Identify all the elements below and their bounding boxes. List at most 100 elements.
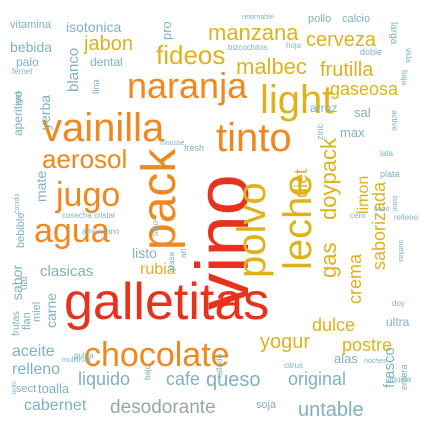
word-37: palo xyxy=(16,55,39,69)
word-10: agua xyxy=(34,212,110,250)
word-59: cero xyxy=(350,211,366,220)
word-51: mousse xyxy=(160,140,185,147)
word-56: zinc xyxy=(315,123,325,140)
word-60: active xyxy=(390,110,399,131)
word-88: alas xyxy=(334,351,358,366)
word-30: bebida xyxy=(10,39,53,55)
word-48: gel xyxy=(13,91,23,104)
word-24: frutilla xyxy=(320,59,374,81)
word-105: bajo xyxy=(143,364,152,380)
word-0: galletitas xyxy=(64,273,270,331)
word-41: doble xyxy=(360,47,383,57)
word-89: cabernet xyxy=(24,397,87,414)
word-81: relleno xyxy=(12,361,61,378)
word-20: postre xyxy=(342,335,393,355)
word-61: lata xyxy=(380,149,393,158)
word-15: malbec xyxy=(236,54,307,79)
word-46: blanco xyxy=(65,47,82,92)
word-106: liquida xyxy=(388,375,412,384)
word-92: untable xyxy=(298,399,364,421)
word-79: aceite xyxy=(12,343,55,360)
word-36: retornable xyxy=(242,14,274,21)
word-96: doy xyxy=(392,299,405,308)
word-18: crema xyxy=(345,253,365,304)
word-86: queso xyxy=(206,369,261,391)
word-39: bizcochitos xyxy=(228,43,268,52)
word-54: sal xyxy=(354,105,371,120)
word-100: sueltas xyxy=(397,240,404,263)
word-13: fideos xyxy=(156,40,226,70)
word-74: uat xyxy=(19,276,30,290)
word-63: relleno xyxy=(394,213,419,222)
word-7: light xyxy=(260,78,334,122)
word-29: jabon xyxy=(84,33,133,55)
word-11: jugo xyxy=(56,176,121,214)
word-98: citrus xyxy=(284,361,304,370)
word-14: manzana xyxy=(208,20,299,45)
word-21: dulce xyxy=(312,315,356,335)
word-33: pro xyxy=(159,21,174,40)
word-2: pack xyxy=(133,148,186,250)
word-50: fina xyxy=(91,79,101,94)
word-23: cerveza xyxy=(306,29,377,51)
word-31: isotonica xyxy=(66,19,122,35)
word-69: listo xyxy=(132,245,157,261)
word-22: diet xyxy=(291,168,311,198)
word-6: chocolate xyxy=(84,336,230,374)
word-8: polvo xyxy=(230,182,274,278)
word-55: max xyxy=(340,125,365,140)
word-34: pollo xyxy=(308,13,332,25)
word-87: original xyxy=(288,369,347,389)
word-42: larga xyxy=(388,22,399,45)
word-78: carne xyxy=(43,292,59,328)
word-5: naranja xyxy=(127,65,248,106)
word-64: cosecha xyxy=(62,211,92,220)
word-72: americano xyxy=(82,227,120,236)
word-12: aerosol xyxy=(42,144,128,174)
word-4: vainilla xyxy=(42,106,165,150)
word-53: arroz xyxy=(310,101,338,115)
word-19: yogur xyxy=(260,331,311,353)
word-95: ultra xyxy=(386,315,410,329)
word-82: sect xyxy=(16,383,37,395)
word-67: bebible xyxy=(15,212,27,248)
word-71: art xyxy=(179,248,188,258)
word-17: doypack xyxy=(316,138,341,220)
word-43: fernet xyxy=(12,67,33,76)
word-68: clasicas xyxy=(40,263,94,280)
word-16: gas xyxy=(316,242,341,278)
word-103: bano xyxy=(374,206,390,213)
word-90: desodorante xyxy=(110,397,216,418)
word-97: noches xyxy=(364,358,387,365)
word-77: miel xyxy=(31,301,43,322)
word-26: saborizada xyxy=(369,181,389,270)
word-44: vida xyxy=(404,48,413,63)
word-35: calcio xyxy=(342,13,371,25)
word-52: fresh xyxy=(184,143,205,153)
word-45: yerba xyxy=(37,94,53,130)
word-32: vitamina xyxy=(10,19,51,31)
word-3: tinto xyxy=(216,116,292,160)
word-27: limon xyxy=(355,175,372,214)
word-62: bano xyxy=(391,196,398,212)
word-91: soja xyxy=(256,399,277,411)
word-57: baja xyxy=(400,70,409,86)
word-38: dental xyxy=(90,55,123,69)
word-73: grasa xyxy=(167,251,176,272)
word-84: liquido xyxy=(78,369,131,389)
word-99: cocido xyxy=(14,193,21,214)
word-101: pulpa xyxy=(74,351,94,360)
word-104: rallado xyxy=(215,353,224,378)
word-25: gaseosa xyxy=(330,79,399,99)
word-85: cafe xyxy=(166,369,201,389)
word-102: brillo xyxy=(12,381,18,394)
word-65: cristal xyxy=(94,211,115,220)
word-58: plata xyxy=(380,169,400,179)
word-28: rubia xyxy=(140,261,176,278)
word-49: mate xyxy=(33,170,49,202)
word-70: taco xyxy=(151,220,160,236)
word-83: toalla xyxy=(38,381,70,396)
word-80: multifruta xyxy=(62,357,91,364)
word-40: hoja xyxy=(286,41,302,50)
